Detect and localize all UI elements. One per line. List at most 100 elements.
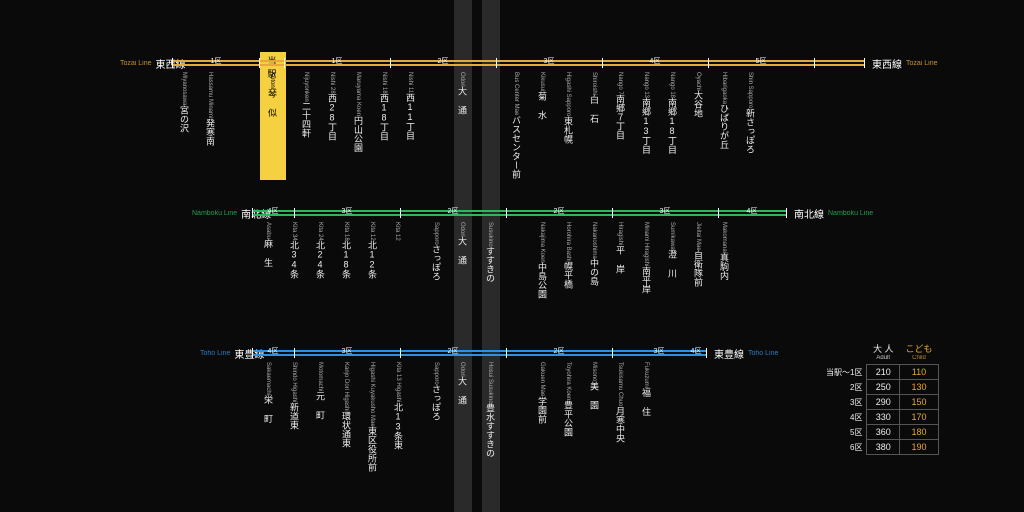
fare-child: 110 xyxy=(899,365,938,380)
zone-label: 3区 xyxy=(342,206,353,216)
fare-child: 180 xyxy=(899,425,938,440)
fare-header-adult: 大 人Adult xyxy=(867,340,900,365)
station-jp: 美 園 xyxy=(589,381,599,409)
fare-zone: 当駅～1区 xyxy=(820,365,867,380)
fare-adult: 210 xyxy=(867,365,900,380)
station-jp: 環状通東 xyxy=(341,412,351,448)
zone-tick xyxy=(718,208,719,218)
station-jp: 西18丁目 xyxy=(379,94,389,141)
fare-row: 6区380190 xyxy=(820,440,938,455)
station-en: Fukuzumi xyxy=(643,362,649,388)
station-jp: 大 通 xyxy=(457,377,467,405)
zone-label: 2区 xyxy=(438,56,449,66)
station-label: Kita 34北34条 xyxy=(288,222,301,279)
station-label: Kita 18北18条 xyxy=(340,222,353,279)
zone-tick xyxy=(496,58,497,68)
station-label: Nishi 11西11丁目 xyxy=(404,72,417,140)
station-jp: 北18条 xyxy=(341,241,351,279)
station-en: Nishi 28 xyxy=(329,72,335,94)
station-jp: 宮の沢 xyxy=(179,105,189,132)
station-label: Horohira Bashi幌平橋 xyxy=(562,222,575,289)
station-label: Sapporoさっぽろ xyxy=(430,222,443,281)
zone-tick xyxy=(506,208,507,218)
station-label: Odori大 通 xyxy=(456,72,469,115)
zone-label: 3区 xyxy=(660,206,671,216)
station-jp: バスセンター前 xyxy=(511,115,521,178)
line-name-en-r: Toho Line xyxy=(748,350,778,357)
station-label: Sapporoさっぽろ xyxy=(430,362,443,421)
station-jp: 栄 町 xyxy=(263,395,273,423)
zone-label: 5区 xyxy=(756,56,767,66)
line-label-right: 東西線 Tozai Line xyxy=(872,56,938,71)
zone-label: 2区 xyxy=(554,346,565,356)
station-en: Hosui Susukino xyxy=(487,362,493,404)
station-en: Maruyama Koen xyxy=(355,72,361,116)
station-label: Kanjo Dori Higashi環状通東 xyxy=(340,362,353,448)
station-en: Odori xyxy=(459,222,465,237)
station-en: Shiroishi xyxy=(591,72,597,95)
station-label: Jieitai Mae自衛隊前 xyxy=(692,222,705,287)
station-label: Nakanoshima中の島 xyxy=(588,222,601,286)
station-en: Gakuen Mae xyxy=(539,362,545,396)
station-label: Miyanosawa宮の沢 xyxy=(178,72,191,132)
station-label: Nango 13南郷13丁目 xyxy=(640,72,653,154)
station-jp: 南郷13丁目 xyxy=(641,98,651,154)
station-jp: 北12条 xyxy=(367,241,377,279)
zone-tick xyxy=(400,208,401,218)
station-en: Bus Center Mae xyxy=(513,72,519,115)
station-jp: 北34条 xyxy=(289,241,299,279)
station-en: Miyanosawa xyxy=(181,72,187,105)
station-jp: 西11丁目 xyxy=(405,93,415,140)
station-jp: 菊 水 xyxy=(537,91,547,119)
station-label: Odori大 通 xyxy=(456,362,469,405)
station-en: Horohira Bashi xyxy=(565,222,571,262)
fare-adult: 360 xyxy=(867,425,900,440)
zone-label: 3区 xyxy=(654,346,665,356)
line-name-en-r: Tozai Line xyxy=(906,60,938,67)
station-jp: 大谷地 xyxy=(693,91,703,118)
fare-child-en: Child xyxy=(905,355,932,361)
station-en: Nango 18 xyxy=(669,72,675,98)
station-label: Odori大 通 xyxy=(456,222,469,265)
station-en: Kanjo Dori Higashi xyxy=(343,362,349,412)
fare-adult-jp: 大 人 xyxy=(873,344,894,354)
station-label: Nango 7南郷７丁目 xyxy=(614,72,627,140)
fare-adult: 380 xyxy=(867,440,900,455)
zone-tick xyxy=(814,58,815,68)
fare-table: 大 人AdultこどもChild当駅～1区2101102区2501303区290… xyxy=(820,340,939,455)
station-label: Sakaemachi栄 町 xyxy=(262,362,275,423)
zone-tick xyxy=(706,348,707,358)
station-en: Oyachi xyxy=(695,72,701,91)
station-label: Shin Sapporo新さっぽろ xyxy=(744,72,757,153)
station-en: Odori xyxy=(459,72,465,87)
station-jp: 東区役所前 xyxy=(367,427,377,472)
station-jp: 大 通 xyxy=(457,237,467,265)
station-label: Minami Hiragishi南平岸 xyxy=(640,222,653,293)
station-label: Kikusui菊 水 xyxy=(536,72,549,119)
zone-tick xyxy=(172,58,173,68)
zone-tick xyxy=(506,348,507,358)
station-label: Toyohira Koen豊平公園 xyxy=(562,362,575,436)
station-label: Shindo Higashi新道東 xyxy=(288,362,301,429)
zone-label: 2区 xyxy=(448,206,459,216)
zone-label: 3区 xyxy=(544,56,555,66)
station-jp: すすきの xyxy=(485,247,495,283)
station-label: Susukinoすすきの xyxy=(484,222,497,283)
zone-label: 4区 xyxy=(268,346,279,356)
station-jp: 幌平橋 xyxy=(563,262,573,289)
line-name-en-r: Namboku Line xyxy=(828,210,873,217)
zone-label: 1区 xyxy=(211,56,222,66)
station-jp: 大 通 xyxy=(457,87,467,115)
station-en: Higashi Kuyakusho Mae xyxy=(369,362,375,427)
zone-label: 2区 xyxy=(554,206,565,216)
station-label: Bus Center Maeバスセンター前 xyxy=(510,72,523,178)
zone-tick xyxy=(294,208,295,218)
station-jp: 発寒南 xyxy=(205,118,215,145)
line-label-right: 南北線Namboku Line xyxy=(794,206,873,221)
station-en: Minami Hiragishi xyxy=(643,222,649,266)
station-label: Nakajima Koen中島公園 xyxy=(536,222,549,299)
station-jp: さっぽろ xyxy=(431,385,441,421)
station-en: Shin Sapporo xyxy=(747,72,753,108)
fare-child: 170 xyxy=(899,410,938,425)
line-name-jp-r: 東西線 xyxy=(872,56,902,71)
